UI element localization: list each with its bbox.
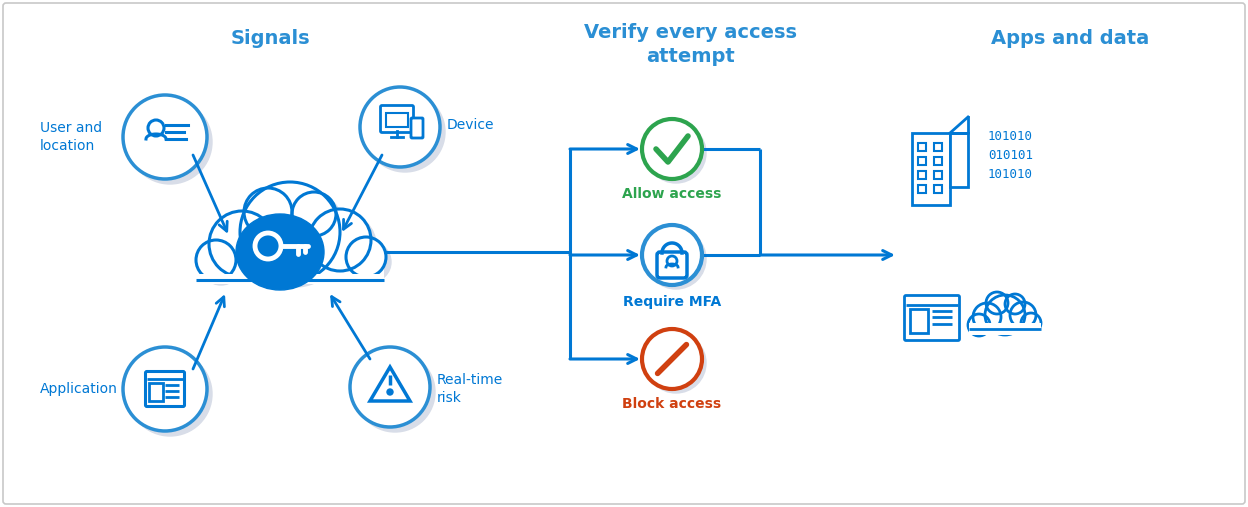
FancyBboxPatch shape (146, 372, 185, 407)
Circle shape (250, 193, 297, 241)
FancyBboxPatch shape (196, 250, 384, 280)
FancyBboxPatch shape (919, 185, 926, 193)
Circle shape (364, 92, 446, 172)
FancyBboxPatch shape (919, 171, 926, 179)
FancyBboxPatch shape (386, 113, 408, 127)
Circle shape (646, 229, 706, 289)
Circle shape (124, 95, 207, 179)
Circle shape (351, 242, 391, 282)
Text: User and
location: User and location (40, 121, 102, 153)
FancyBboxPatch shape (934, 143, 942, 151)
Circle shape (310, 209, 371, 271)
Circle shape (986, 292, 1008, 314)
Circle shape (129, 352, 212, 436)
Circle shape (1021, 313, 1041, 333)
Circle shape (240, 182, 339, 282)
Circle shape (985, 295, 1025, 335)
FancyBboxPatch shape (196, 274, 384, 284)
Circle shape (346, 237, 386, 277)
Circle shape (354, 352, 436, 432)
Circle shape (297, 197, 341, 241)
Circle shape (129, 100, 212, 184)
Text: Application: Application (40, 382, 117, 396)
Circle shape (646, 123, 706, 183)
Circle shape (245, 187, 344, 287)
Text: Signals: Signals (230, 29, 310, 48)
FancyBboxPatch shape (411, 118, 423, 138)
FancyBboxPatch shape (968, 323, 1041, 335)
FancyBboxPatch shape (905, 296, 960, 341)
Circle shape (314, 214, 376, 276)
Text: Real-time
risk: Real-time risk (437, 373, 503, 405)
Text: Apps and data: Apps and data (991, 29, 1149, 48)
FancyBboxPatch shape (934, 157, 942, 165)
Circle shape (349, 347, 431, 427)
Text: Verify every access
attempt: Verify every access attempt (584, 23, 796, 65)
FancyBboxPatch shape (919, 157, 926, 165)
Text: Device: Device (447, 118, 494, 132)
Circle shape (213, 216, 280, 282)
FancyBboxPatch shape (912, 133, 950, 205)
Text: Allow access: Allow access (623, 187, 721, 201)
FancyBboxPatch shape (919, 143, 926, 151)
FancyBboxPatch shape (950, 133, 968, 187)
Text: Require MFA: Require MFA (623, 295, 721, 309)
Circle shape (641, 119, 703, 179)
FancyBboxPatch shape (149, 383, 163, 401)
FancyBboxPatch shape (2, 3, 1246, 504)
FancyBboxPatch shape (381, 105, 413, 132)
Circle shape (387, 389, 393, 395)
Circle shape (201, 245, 241, 285)
Circle shape (292, 192, 336, 236)
FancyBboxPatch shape (934, 185, 942, 193)
Circle shape (208, 211, 275, 277)
Circle shape (641, 225, 703, 285)
Circle shape (1005, 294, 1025, 314)
Circle shape (124, 347, 207, 431)
FancyBboxPatch shape (910, 309, 929, 333)
Circle shape (1010, 302, 1036, 328)
Circle shape (973, 303, 1001, 331)
FancyBboxPatch shape (656, 252, 686, 278)
FancyBboxPatch shape (934, 171, 942, 179)
Circle shape (262, 240, 275, 252)
Circle shape (196, 240, 236, 280)
Text: Block access: Block access (623, 397, 721, 411)
Text: 101010
010101
101010: 101010 010101 101010 (988, 129, 1033, 180)
Circle shape (646, 333, 706, 393)
Circle shape (245, 188, 292, 236)
Circle shape (359, 87, 441, 167)
Circle shape (968, 314, 990, 336)
Circle shape (641, 329, 703, 389)
Ellipse shape (236, 214, 324, 290)
